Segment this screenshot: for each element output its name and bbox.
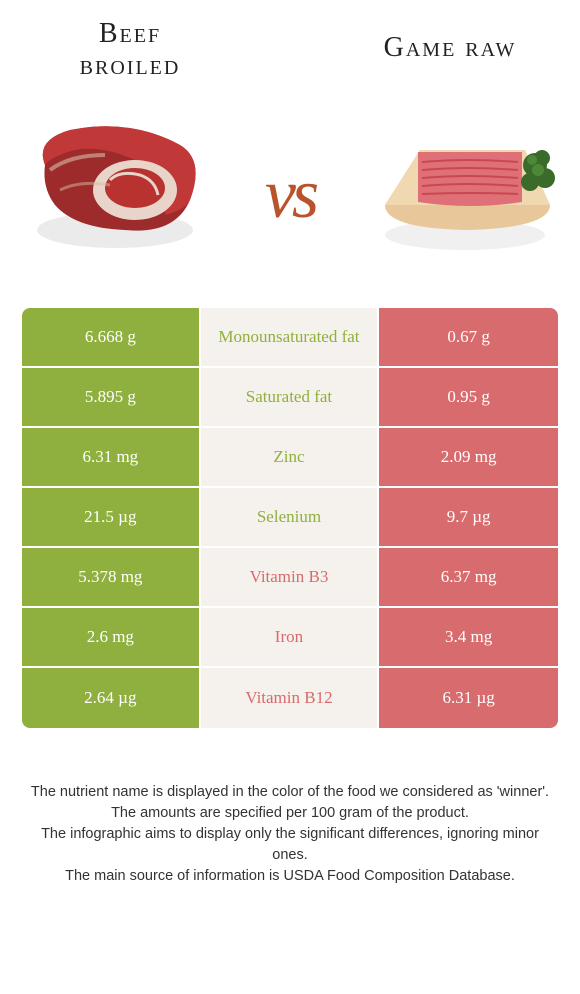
table-row: 6.668 g Monounsaturated fat 0.67 g (22, 308, 558, 368)
cell-right-value: 9.7 µg (379, 488, 558, 546)
cell-right-value: 0.95 g (379, 368, 558, 426)
table-row: 21.5 µg Selenium 9.7 µg (22, 488, 558, 548)
cell-left-value: 2.64 µg (22, 668, 201, 728)
title-left-line1: Beef (99, 18, 161, 49)
cell-nutrient: Zinc (201, 428, 380, 486)
cell-left-value: 2.6 mg (22, 608, 201, 666)
cell-nutrient: Vitamin B12 (201, 668, 380, 728)
table-row: 5.895 g Saturated fat 0.95 g (22, 368, 558, 428)
vs-text: vs (265, 155, 315, 235)
cell-left-value: 21.5 µg (22, 488, 201, 546)
cell-right-value: 6.31 µg (379, 668, 558, 728)
title-row: Beef broiled Game raw (0, 0, 580, 82)
title-left: Beef broiled (30, 18, 230, 82)
comparison-table: 6.668 g Monounsaturated fat 0.67 g 5.895… (22, 308, 558, 728)
cell-left-value: 6.668 g (22, 308, 201, 366)
cell-nutrient: Saturated fat (201, 368, 380, 426)
table-row: 2.64 µg Vitamin B12 6.31 µg (22, 668, 558, 728)
ground-meat-icon (370, 110, 560, 265)
cell-right-value: 6.37 mg (379, 548, 558, 606)
cell-right-value: 2.09 mg (379, 428, 558, 486)
footer-line: The infographic aims to display only the… (22, 824, 558, 866)
title-right: Game raw (350, 18, 550, 82)
cell-right-value: 3.4 mg (379, 608, 558, 666)
footer-notes: The nutrient name is displayed in the co… (22, 782, 558, 887)
table-row: 2.6 mg Iron 3.4 mg (22, 608, 558, 668)
hero-section: vs (0, 90, 580, 300)
table-row: 6.31 mg Zinc 2.09 mg (22, 428, 558, 488)
footer-line: The amounts are specified per 100 gram o… (22, 803, 558, 824)
title-left-line2: broiled (80, 50, 181, 81)
cell-nutrient: Selenium (201, 488, 380, 546)
beef-steak-icon (20, 110, 210, 265)
cell-left-value: 6.31 mg (22, 428, 201, 486)
footer-line: The nutrient name is displayed in the co… (22, 782, 558, 803)
cell-nutrient: Iron (201, 608, 380, 666)
footer-line: The main source of information is USDA F… (22, 866, 558, 887)
cell-right-value: 0.67 g (379, 308, 558, 366)
cell-nutrient: Vitamin B3 (201, 548, 380, 606)
cell-left-value: 5.378 mg (22, 548, 201, 606)
cell-nutrient: Monounsaturated fat (201, 308, 380, 366)
cell-left-value: 5.895 g (22, 368, 201, 426)
table-row: 5.378 mg Vitamin B3 6.37 mg (22, 548, 558, 608)
